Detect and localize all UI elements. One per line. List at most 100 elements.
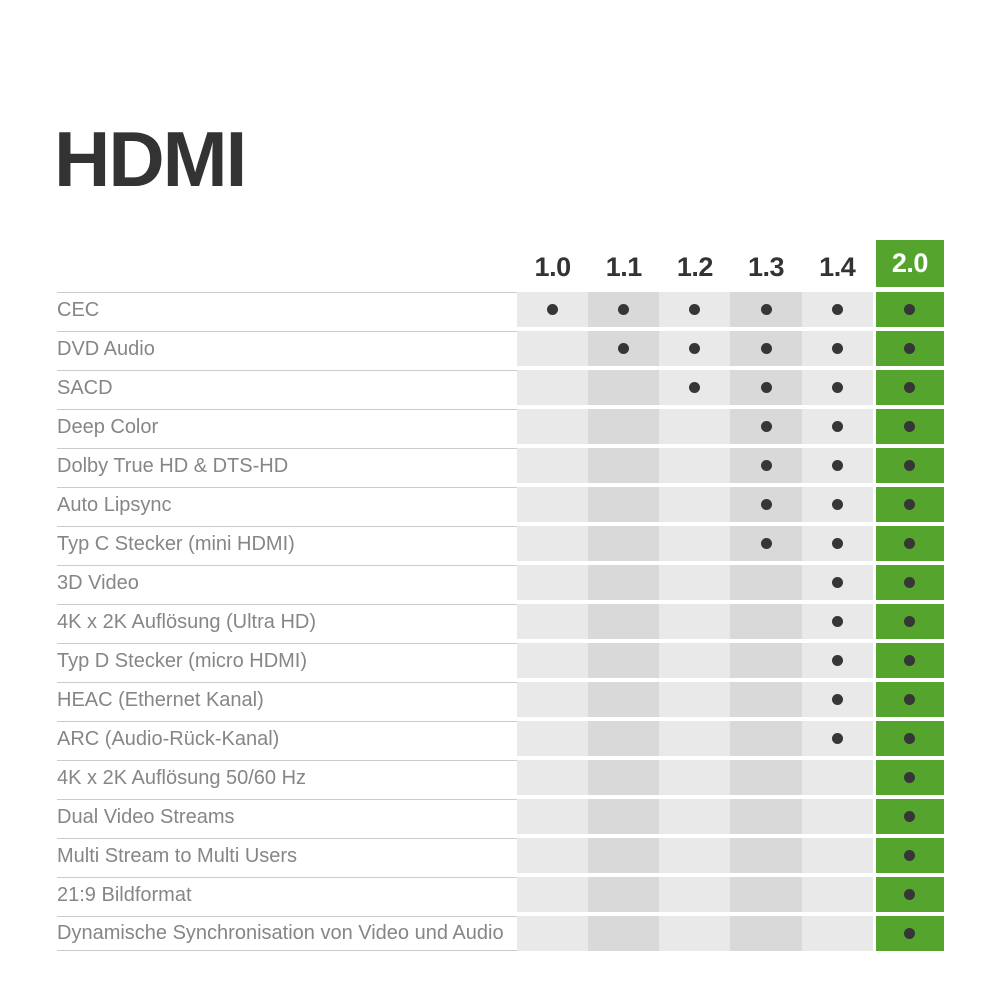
column-header-1-4: 1.4	[819, 252, 856, 282]
support-cell	[801, 604, 873, 639]
support-cell	[588, 487, 660, 522]
support-cell	[872, 565, 944, 600]
support-dot	[831, 460, 843, 471]
support-dot	[760, 382, 772, 393]
support-cell	[517, 760, 589, 795]
support-dot	[760, 499, 772, 510]
support-cell	[659, 838, 731, 873]
support-cell	[872, 721, 944, 756]
support-dot	[831, 343, 843, 354]
support-cell	[730, 565, 802, 600]
support-dot	[904, 460, 916, 471]
support-cell	[801, 838, 873, 873]
support-cell	[801, 760, 873, 795]
support-dot	[831, 577, 843, 588]
support-cell	[517, 487, 589, 522]
support-cell	[730, 370, 802, 405]
support-dot	[904, 499, 916, 510]
support-cell	[801, 292, 873, 327]
feature-label: 4K x 2K Auflösung 50/60 Hz	[57, 760, 517, 795]
support-cell	[872, 682, 944, 717]
table-row: DVD Audio	[57, 331, 944, 366]
support-cell	[801, 916, 873, 951]
table-row: Deep Color	[57, 409, 944, 444]
support-dot	[760, 538, 772, 549]
support-cell	[801, 448, 873, 483]
support-dot	[831, 733, 843, 744]
hdmi-comparison-table: 1.0 1.1 1.2 1.3 1.4 2.0 CEC DVD Audio SA…	[57, 240, 944, 951]
table-row: 4K x 2K Auflösung (Ultra HD)	[57, 604, 944, 639]
support-cell	[801, 409, 873, 444]
column-header-1-3: 1.3	[748, 252, 785, 282]
support-dot	[904, 850, 916, 861]
support-cell	[730, 721, 802, 756]
support-cell	[517, 838, 589, 873]
support-cell	[730, 877, 802, 912]
feature-label: ARC (Audio-Rück-Kanal)	[57, 721, 517, 756]
column-header-1-0: 1.0	[534, 252, 572, 282]
support-dot	[760, 304, 772, 315]
support-cell	[730, 760, 802, 795]
support-cell	[801, 799, 873, 834]
feature-label: 21:9 Bildformat	[57, 877, 517, 912]
column-header-2-0-highlight: 2.0	[872, 240, 944, 287]
support-cell	[730, 643, 802, 678]
support-cell	[517, 643, 589, 678]
header-label-spacer	[57, 240, 517, 287]
support-dot	[831, 382, 843, 393]
support-cell	[517, 877, 589, 912]
support-cell	[730, 526, 802, 561]
table-row: Auto Lipsync	[57, 487, 944, 522]
support-cell	[588, 760, 660, 795]
support-cell	[730, 916, 802, 951]
support-cell	[659, 643, 731, 678]
support-cell	[801, 487, 873, 522]
support-dot	[689, 343, 701, 354]
feature-label: Typ D Stecker (micro HDMI)	[57, 643, 517, 678]
feature-label: Multi Stream to Multi Users	[57, 838, 517, 873]
table-row: Dynamische Synchronisation von Video und…	[57, 916, 944, 951]
feature-label: HEAC (Ethernet Kanal)	[57, 682, 517, 717]
support-cell	[517, 916, 589, 951]
support-cell	[801, 721, 873, 756]
support-dot	[904, 421, 916, 432]
support-cell	[588, 448, 660, 483]
feature-label: SACD	[57, 370, 517, 405]
support-cell	[659, 526, 731, 561]
support-cell	[730, 292, 802, 327]
support-dot	[760, 343, 772, 354]
support-cell	[801, 526, 873, 561]
table-row: ARC (Audio-Rück-Kanal)	[57, 721, 944, 756]
support-cell	[730, 604, 802, 639]
support-cell	[730, 838, 802, 873]
support-cell	[730, 682, 802, 717]
support-cell	[659, 331, 731, 366]
table-row: HEAC (Ethernet Kanal)	[57, 682, 944, 717]
support-cell	[588, 916, 660, 951]
table-row: 21:9 Bildformat	[57, 877, 944, 912]
support-cell	[659, 370, 731, 405]
table-row: Typ D Stecker (micro HDMI)	[57, 643, 944, 678]
feature-label: Dynamische Synchronisation von Video und…	[57, 916, 517, 951]
support-dot	[904, 577, 916, 588]
support-dot	[904, 694, 916, 705]
feature-label: Dual Video Streams	[57, 799, 517, 834]
support-cell	[872, 448, 944, 483]
support-dot	[618, 304, 630, 315]
column-header-1-2: 1.2	[676, 252, 714, 282]
support-cell	[588, 838, 660, 873]
support-dot	[904, 304, 916, 315]
support-dot	[904, 733, 916, 744]
support-cell	[588, 565, 660, 600]
table-row: 3D Video	[57, 565, 944, 600]
support-cell	[588, 721, 660, 756]
feature-label: 4K x 2K Auflösung (Ultra HD)	[57, 604, 517, 639]
feature-label: CEC	[57, 292, 517, 327]
support-cell	[588, 604, 660, 639]
feature-rows: CEC DVD Audio SACD Deep Color Dolby	[57, 292, 944, 951]
support-cell	[659, 799, 731, 834]
support-dot	[760, 460, 772, 471]
support-cell	[872, 370, 944, 405]
support-cell	[659, 877, 731, 912]
